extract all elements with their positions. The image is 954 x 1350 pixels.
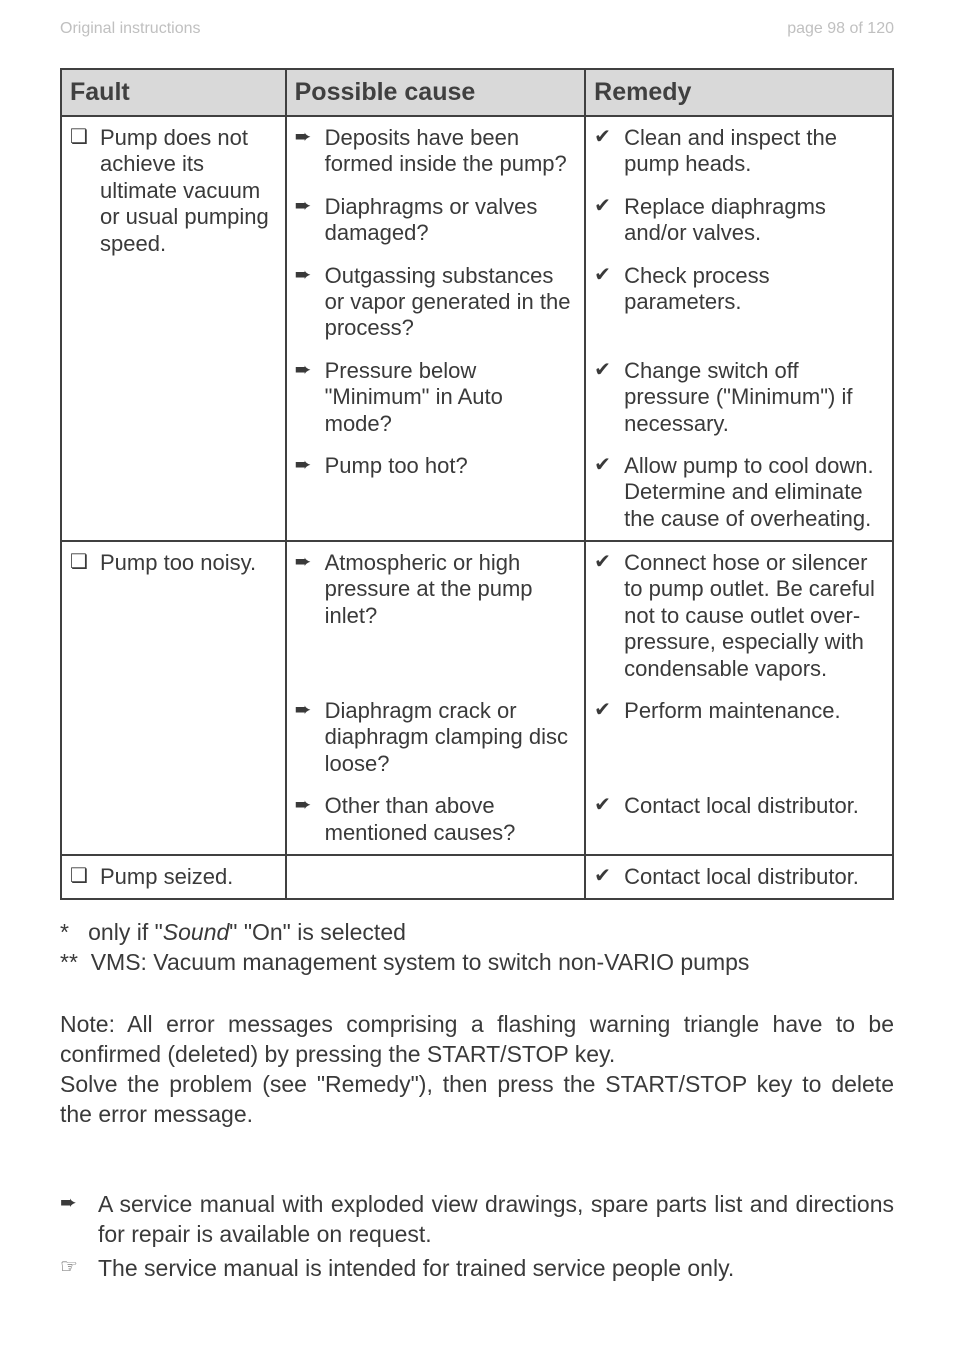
fault-cell: ❏ Pump does not achieve its ultimate vacu… (61, 116, 286, 541)
cause-text: Outgassing substances or vapor generated… (325, 263, 577, 342)
header-left: Original instructions (60, 20, 201, 38)
cause-cell: ➨ Diaphragms or valves damaged? (286, 186, 586, 255)
remedy-cell: ✔ Contact local distributor. (585, 855, 893, 899)
fault-cell: ❏ Pump too noisy. (61, 541, 286, 855)
cause-cell (286, 855, 586, 899)
remedy-cell: ✔ Change switch off pressure ("Minimum") … (585, 350, 893, 445)
check-icon: ✔ (594, 453, 616, 477)
remedy-text: Change switch off pressure ("Minimum") i… (624, 358, 884, 437)
cause-cell: ➨ Outgassing substances or vapor generate… (286, 255, 586, 350)
arrow-icon: ➨ (295, 550, 317, 574)
check-icon: ✔ (594, 125, 616, 149)
cause-cell: ➨ Atmospheric or high pressure at the pum… (286, 541, 586, 690)
cause-text: Pump too hot? (325, 453, 577, 479)
col-header-cause: Possible cause (286, 69, 586, 116)
cause-cell: ➨ Pressure below "Minimum" in Auto mode? (286, 350, 586, 445)
fault-text: Pump too noisy. (100, 550, 277, 576)
check-icon: ✔ (594, 263, 616, 287)
remedy-text: Connect hose or silencer to pump outlet.… (624, 550, 884, 682)
check-icon: ✔ (594, 793, 616, 817)
note-p2: Solve the problem (see "Remedy"), then p… (60, 1070, 894, 1130)
service-text: The service manual is intended for train… (98, 1254, 894, 1284)
fault-table: Fault Possible cause Remedy ❏ Pump does n… (60, 68, 894, 900)
cause-text: Atmospheric or high pressure at the pump… (325, 550, 577, 629)
cause-text: Diaphragm crack or diaphragm clamping di… (325, 698, 577, 777)
remedy-cell: ✔ Allow pump to cool down. Determine and … (585, 445, 893, 541)
page-content: Fault Possible cause Remedy ❏ Pump does n… (0, 48, 954, 1327)
remedy-cell: ✔ Connect hose or silencer to pump outlet… (585, 541, 893, 690)
page-header: Original instructions page 98 of 120 (0, 0, 954, 48)
arrow-icon: ➨ (295, 125, 317, 149)
cause-cell: ➨ Deposits have been formed inside the pu… (286, 116, 586, 186)
square-icon: ❏ (70, 125, 92, 149)
remedy-text: Perform maintenance. (624, 698, 884, 724)
col-header-remedy: Remedy (585, 69, 893, 116)
cause-cell: ➨ Diaphragm crack or diaphragm clamping d… (286, 690, 586, 785)
remedy-cell: ✔ Replace diaphragms and/or valves. (585, 186, 893, 255)
note-block: Note: All error messages comprising a fl… (60, 1010, 894, 1130)
col-header-fault: Fault (61, 69, 286, 116)
cause-text: Diaphragms or valves damaged? (325, 194, 577, 247)
cause-text: Pressure below "Minimum" in Auto mode? (325, 358, 577, 437)
arrow-icon: ➨ (295, 194, 317, 218)
cause-text: Deposits have been formed inside the pum… (325, 125, 577, 178)
check-icon: ✔ (594, 550, 616, 574)
fault-text: Pump seized. (100, 864, 277, 890)
remedy-text: Contact local distributor. (624, 793, 884, 819)
fault-text: Pump does not achieve its ultimate vacuu… (100, 125, 277, 257)
header-right: page 98 of 120 (787, 20, 894, 38)
cause-text: Other than above mentioned causes? (325, 793, 577, 846)
remedy-text: Check process parameters. (624, 263, 884, 316)
check-icon: ✔ (594, 698, 616, 722)
remedy-text: Allow pump to cool down. Determine and e… (624, 453, 884, 532)
square-icon: ❏ (70, 864, 92, 888)
arrow-icon: ➨ (295, 793, 317, 817)
remedy-text: Contact local distributor. (624, 864, 884, 890)
footnotes: * only if "Sound" "On" is selected ** VM… (60, 918, 894, 978)
service-item: ☞ The service manual is intended for trai… (60, 1254, 894, 1284)
remedy-cell: ✔ Contact local distributor. (585, 785, 893, 855)
cause-cell: ➨ Other than above mentioned causes? (286, 785, 586, 855)
remedy-text: Clean and inspect the pump heads. (624, 125, 884, 178)
arrow-icon: ➨ (60, 1190, 88, 1216)
remedy-cell: ✔ Clean and inspect the pump heads. (585, 116, 893, 186)
remedy-text: Replace diaphragms and/or valves. (624, 194, 884, 247)
cause-cell: ➨ Pump too hot? (286, 445, 586, 541)
service-notes: ➨ A service manual with exploded view dra… (60, 1190, 894, 1284)
note-p1: Note: All error messages comprising a fl… (60, 1010, 894, 1070)
square-icon: ❏ (70, 550, 92, 574)
service-item: ➨ A service manual with exploded view dra… (60, 1190, 894, 1250)
arrow-icon: ➨ (295, 263, 317, 287)
arrow-icon: ➨ (295, 453, 317, 477)
pointing-hand-icon: ☞ (60, 1254, 88, 1280)
footnote-2: ** VMS: Vacuum management system to swit… (60, 948, 894, 978)
footnote-1: * only if "Sound" "On" is selected (60, 918, 894, 948)
check-icon: ✔ (594, 194, 616, 218)
remedy-cell: ✔ Perform maintenance. (585, 690, 893, 785)
arrow-icon: ➨ (295, 358, 317, 382)
check-icon: ✔ (594, 358, 616, 382)
document-page: Original instructions page 98 of 120 Fau… (0, 0, 954, 1350)
check-icon: ✔ (594, 864, 616, 888)
fault-cell: ❏ Pump seized. (61, 855, 286, 899)
remedy-cell: ✔ Check process parameters. (585, 255, 893, 350)
arrow-icon: ➨ (295, 698, 317, 722)
service-text: A service manual with exploded view draw… (98, 1190, 894, 1250)
